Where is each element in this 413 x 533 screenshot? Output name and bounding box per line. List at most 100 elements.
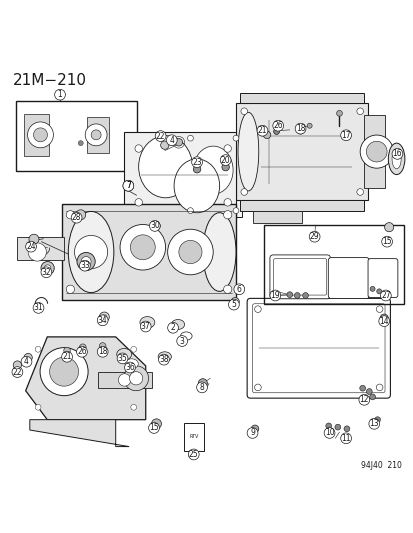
Circle shape bbox=[340, 130, 351, 141]
Circle shape bbox=[40, 348, 88, 395]
Ellipse shape bbox=[140, 317, 154, 328]
Circle shape bbox=[131, 346, 136, 352]
Text: 25: 25 bbox=[188, 450, 198, 459]
Circle shape bbox=[62, 351, 72, 362]
Circle shape bbox=[233, 135, 238, 141]
Circle shape bbox=[233, 284, 244, 295]
Text: 26: 26 bbox=[77, 348, 87, 356]
Circle shape bbox=[44, 265, 51, 271]
Circle shape bbox=[376, 289, 381, 294]
Circle shape bbox=[140, 321, 151, 332]
Circle shape bbox=[175, 139, 182, 146]
Text: 4: 4 bbox=[24, 357, 29, 366]
Circle shape bbox=[382, 292, 387, 296]
Circle shape bbox=[297, 127, 303, 134]
Text: 37: 37 bbox=[140, 322, 150, 331]
Circle shape bbox=[223, 145, 231, 152]
Circle shape bbox=[131, 405, 136, 410]
Text: 18: 18 bbox=[295, 124, 304, 133]
Circle shape bbox=[306, 123, 311, 128]
Text: 15: 15 bbox=[149, 423, 159, 432]
Circle shape bbox=[369, 286, 374, 292]
Circle shape bbox=[240, 189, 247, 195]
Circle shape bbox=[240, 108, 247, 115]
Text: 30: 30 bbox=[150, 221, 159, 230]
Circle shape bbox=[124, 362, 135, 373]
Circle shape bbox=[230, 297, 239, 306]
Circle shape bbox=[71, 212, 82, 223]
Polygon shape bbox=[240, 93, 363, 103]
Circle shape bbox=[135, 145, 142, 152]
Circle shape bbox=[28, 122, 53, 148]
Text: 21: 21 bbox=[257, 126, 266, 135]
Text: 6: 6 bbox=[236, 285, 241, 294]
Text: 31: 31 bbox=[33, 303, 43, 312]
Text: 19: 19 bbox=[270, 291, 280, 300]
Text: 1: 1 bbox=[57, 90, 62, 99]
Circle shape bbox=[247, 427, 257, 438]
Circle shape bbox=[302, 293, 308, 298]
Circle shape bbox=[368, 418, 379, 429]
Polygon shape bbox=[235, 103, 368, 200]
Circle shape bbox=[123, 180, 133, 191]
Text: RTV: RTV bbox=[189, 434, 198, 439]
Bar bbox=[184, 423, 204, 451]
Circle shape bbox=[384, 223, 393, 232]
Bar bbox=[263, 225, 403, 304]
Polygon shape bbox=[26, 337, 145, 419]
Circle shape bbox=[294, 293, 299, 298]
Circle shape bbox=[77, 253, 95, 271]
Circle shape bbox=[97, 346, 108, 357]
Text: 7: 7 bbox=[126, 181, 131, 190]
Circle shape bbox=[99, 343, 106, 349]
Circle shape bbox=[336, 110, 342, 116]
Circle shape bbox=[33, 303, 44, 313]
Circle shape bbox=[269, 290, 280, 301]
Circle shape bbox=[381, 236, 392, 247]
Circle shape bbox=[340, 433, 351, 443]
Circle shape bbox=[366, 389, 371, 394]
FancyBboxPatch shape bbox=[328, 257, 368, 298]
Polygon shape bbox=[240, 200, 363, 211]
Circle shape bbox=[79, 260, 90, 271]
Circle shape bbox=[223, 199, 231, 206]
Polygon shape bbox=[363, 115, 384, 188]
Circle shape bbox=[251, 425, 258, 432]
Circle shape bbox=[50, 357, 78, 386]
Circle shape bbox=[41, 267, 52, 278]
Circle shape bbox=[378, 316, 389, 327]
Circle shape bbox=[309, 231, 319, 242]
Circle shape bbox=[178, 240, 202, 264]
Ellipse shape bbox=[174, 159, 219, 213]
Circle shape bbox=[374, 417, 380, 423]
Text: 94J40  210: 94J40 210 bbox=[360, 461, 401, 470]
Circle shape bbox=[167, 322, 178, 333]
Polygon shape bbox=[24, 114, 49, 156]
Polygon shape bbox=[30, 419, 129, 447]
Bar bbox=[97, 372, 151, 388]
Circle shape bbox=[356, 108, 363, 115]
Circle shape bbox=[21, 357, 32, 367]
Text: 17: 17 bbox=[340, 131, 350, 140]
Circle shape bbox=[149, 221, 160, 231]
FancyBboxPatch shape bbox=[269, 255, 330, 299]
Circle shape bbox=[294, 123, 305, 134]
Circle shape bbox=[151, 419, 161, 429]
Text: 20: 20 bbox=[220, 156, 230, 165]
Circle shape bbox=[76, 210, 85, 220]
Circle shape bbox=[343, 426, 349, 432]
Circle shape bbox=[198, 378, 207, 388]
Text: 28: 28 bbox=[72, 213, 81, 222]
Circle shape bbox=[41, 262, 54, 275]
Text: 18: 18 bbox=[98, 348, 107, 356]
Ellipse shape bbox=[68, 212, 114, 293]
Text: 7: 7 bbox=[126, 181, 131, 190]
Polygon shape bbox=[87, 117, 109, 153]
Circle shape bbox=[187, 208, 193, 214]
Circle shape bbox=[78, 141, 83, 146]
Circle shape bbox=[76, 346, 87, 357]
Circle shape bbox=[66, 285, 74, 293]
Circle shape bbox=[74, 236, 107, 269]
Text: 9: 9 bbox=[249, 429, 254, 438]
Text: 21M−210: 21M−210 bbox=[12, 72, 86, 88]
